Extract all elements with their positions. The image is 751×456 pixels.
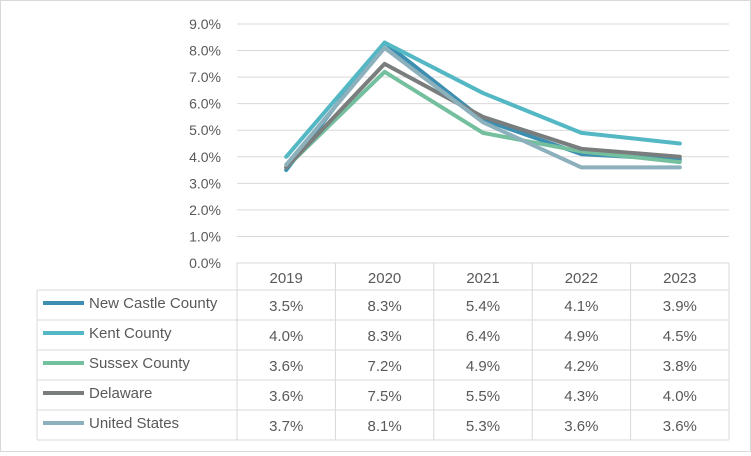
x-category-label: 2022	[565, 270, 598, 287]
data-table-value: 4.5%	[663, 328, 697, 345]
y-tick-label: 2.0%	[189, 202, 221, 218]
series-line	[284, 69, 682, 170]
data-table-value: 4.9%	[564, 328, 598, 345]
data-table-value: 3.6%	[269, 358, 303, 375]
x-category-label: 2019	[270, 270, 303, 287]
legend-series-name: New Castle County	[89, 295, 218, 312]
legend-series-name: United States	[89, 415, 179, 432]
y-tick-label: 7.0%	[189, 69, 221, 85]
data-table-value: 5.3%	[466, 418, 500, 435]
y-axis-ticks: 0.0% 1.0% 2.0% 3.0% 4.0% 5.0% 6.0% 7.0% 8.0% 9.0%	[189, 16, 221, 271]
series-lines	[284, 40, 682, 173]
data-table-value: 5.4%	[466, 298, 500, 315]
data-table-value: 3.5%	[269, 298, 303, 315]
series-line	[284, 45, 682, 170]
x-category-label: 2020	[368, 270, 401, 287]
y-tick-label: 4.0%	[189, 149, 221, 165]
legend-series-name: Kent County	[89, 325, 172, 342]
series-line	[284, 40, 682, 159]
data-table-value: 3.7%	[269, 418, 303, 435]
data-table-value: 3.6%	[663, 418, 697, 435]
series-line	[284, 61, 682, 170]
data-table-value: 3.6%	[269, 388, 303, 405]
data-table-value: 8.3%	[367, 298, 401, 315]
x-category-label: 2021	[466, 270, 499, 287]
data-table-value: 4.3%	[564, 388, 598, 405]
y-tick-label: 1.0%	[189, 228, 221, 244]
y-tick-label: 3.0%	[189, 175, 221, 191]
y-tick-label: 9.0%	[189, 16, 221, 32]
data-table-value: 5.5%	[466, 388, 500, 405]
data-table-value: 7.5%	[367, 388, 401, 405]
data-table-value: 4.0%	[663, 388, 697, 405]
data-table-value: 4.9%	[466, 358, 500, 375]
data-table-value: 3.9%	[663, 298, 697, 315]
data-table-value: 4.0%	[269, 328, 303, 345]
data-table-value: 3.8%	[663, 358, 697, 375]
data-table-value: 3.6%	[564, 418, 598, 435]
y-tick-label: 5.0%	[189, 122, 221, 138]
data-table-value: 6.4%	[466, 328, 500, 345]
data-table: 2019 2020 2021 2022 2023 New Castle County 3.5…	[36, 263, 730, 441]
data-table-value: 8.1%	[367, 418, 401, 435]
x-category-label: 2023	[663, 270, 696, 287]
y-tick-label: 6.0%	[189, 96, 221, 112]
y-tick-label: 0.0%	[189, 255, 221, 271]
legend-series-name: Sussex County	[89, 355, 190, 372]
data-table-value: 4.1%	[564, 298, 598, 315]
data-table-value: 4.2%	[564, 358, 598, 375]
data-table-value: 7.2%	[367, 358, 401, 375]
y-tick-label: 8.0%	[189, 43, 221, 59]
legend-series-name: Delaware	[89, 385, 152, 402]
data-table-value: 8.3%	[367, 328, 401, 345]
